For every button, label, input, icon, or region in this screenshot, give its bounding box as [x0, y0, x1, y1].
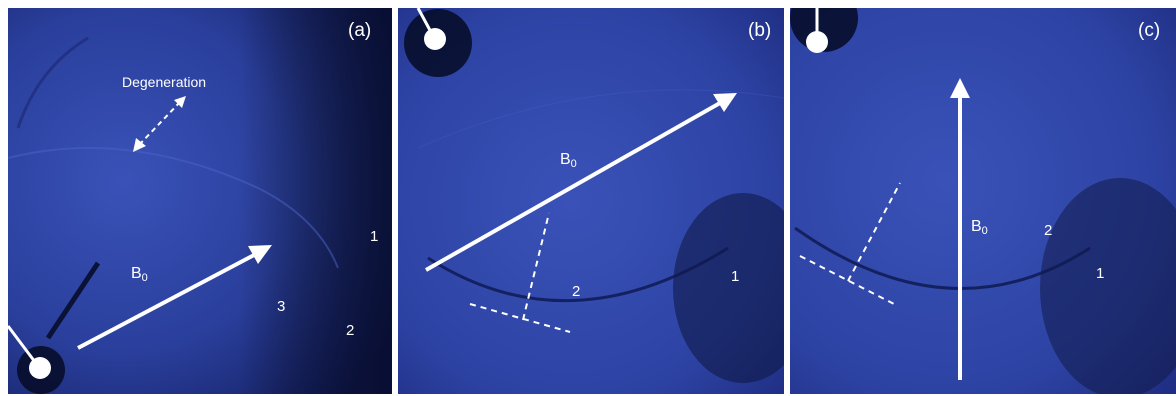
panel-a: (a) Degeneration B0 1 2 3 — [8, 8, 392, 394]
panel-a-image — [8, 8, 392, 394]
probe-pin-icon — [806, 8, 828, 53]
region-2-label: 2 — [346, 322, 355, 339]
tangent-construction — [799, 182, 901, 307]
field-arrow-icon — [77, 245, 272, 350]
degeneration-arrow-icon — [133, 96, 186, 152]
region-3-label: 3 — [277, 298, 286, 315]
field-arrow-icon — [425, 93, 737, 272]
field-arrow-icon — [950, 78, 970, 380]
region-2-label: 2 — [1044, 222, 1053, 239]
probe-pin-icon — [8, 325, 51, 379]
degeneration-label: Degeneration — [122, 74, 207, 90]
panel-c: (c) B0 1 2 — [790, 8, 1176, 394]
field-label: B0 — [131, 265, 148, 284]
probe-pin-icon — [416, 8, 446, 50]
tangent-construction — [469, 212, 571, 333]
panel-letter: (b) — [748, 20, 772, 41]
region-1-label: 1 — [370, 228, 379, 245]
region-2-label: 2 — [572, 283, 581, 300]
panel-c-image — [790, 8, 1176, 394]
panel-letter: (a) — [348, 20, 372, 41]
field-label: B0 — [560, 151, 577, 170]
region-1-label: 1 — [1096, 265, 1105, 282]
panel-b: (b) B0 1 2 — [398, 8, 784, 394]
panel-letter: (c) — [1138, 20, 1161, 41]
panel-b-image — [398, 8, 784, 394]
region-1-label: 1 — [731, 268, 740, 285]
field-label: B0 — [971, 218, 988, 237]
